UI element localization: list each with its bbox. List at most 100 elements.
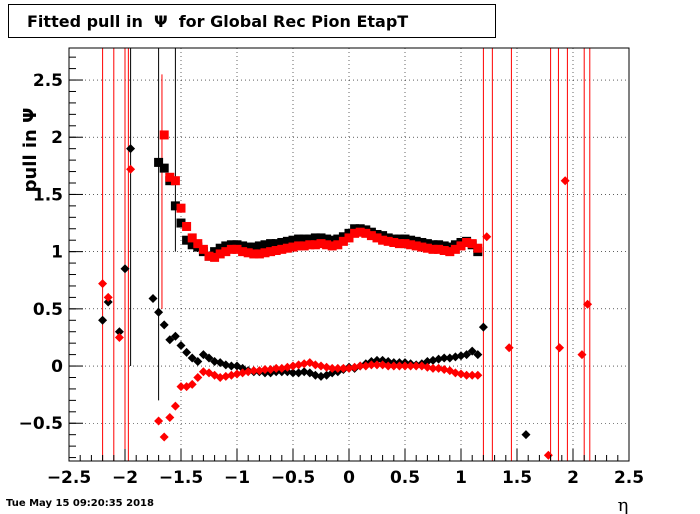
data-point-square xyxy=(288,235,298,245)
data-point-diamond xyxy=(560,176,570,186)
data-point-square xyxy=(327,235,337,245)
data-point-square xyxy=(445,242,455,252)
data-point-square xyxy=(406,240,416,250)
data-point-square xyxy=(238,247,248,257)
data-point-square xyxy=(406,235,416,245)
data-point-diamond xyxy=(159,432,169,442)
data-point-diamond xyxy=(198,350,208,360)
x-tick-label: −1 xyxy=(224,468,250,488)
y-tick-label: 0 xyxy=(51,357,63,377)
data-point-square xyxy=(254,241,264,251)
data-point-square xyxy=(428,244,438,254)
y-tick-label: 2 xyxy=(51,128,63,148)
data-point-square xyxy=(221,247,231,257)
grid-layer xyxy=(68,48,630,461)
data-point-square xyxy=(344,228,354,238)
data-point-square xyxy=(445,247,455,257)
data-point-square xyxy=(226,240,236,250)
data-point-square xyxy=(204,251,214,261)
data-point-square xyxy=(159,163,169,173)
data-point-square xyxy=(383,236,393,246)
data-point-diamond xyxy=(394,361,404,371)
data-point-diamond xyxy=(543,450,553,460)
timestamp: Tue May 15 09:20:35 2018 xyxy=(6,498,154,509)
data-point-square xyxy=(411,241,421,251)
data-point-square xyxy=(350,224,360,234)
data-point-diamond xyxy=(182,347,192,357)
data-point-square xyxy=(210,252,220,262)
data-point-diamond xyxy=(555,343,565,353)
data-point-square xyxy=(277,244,287,254)
data-point-diamond xyxy=(126,144,136,154)
data-point-diamond xyxy=(98,279,108,289)
data-point-square xyxy=(439,241,449,251)
data-point-square xyxy=(288,242,298,252)
data-point-square xyxy=(389,237,399,247)
data-point-square xyxy=(355,227,365,237)
data-point-diamond xyxy=(333,363,343,373)
data-point-square xyxy=(422,239,432,249)
title-box: Fitted pull in Ψ for Global Rec Pion Eta… xyxy=(8,4,496,38)
data-point-square xyxy=(254,249,264,259)
data-point-square xyxy=(226,244,236,254)
data-point-diamond xyxy=(577,350,587,360)
data-point-square xyxy=(193,239,203,249)
data-point-square xyxy=(232,240,242,250)
y-tick-label: 1 xyxy=(51,243,63,263)
data-point-diamond xyxy=(482,232,492,242)
x-tick-label: 0 xyxy=(343,468,355,488)
data-point-diamond xyxy=(583,299,593,309)
data-point-diamond xyxy=(366,360,376,370)
data-point-square xyxy=(305,234,315,244)
data-point-square xyxy=(271,245,281,255)
data-point-diamond xyxy=(204,353,214,363)
data-point-square xyxy=(215,249,225,259)
y-axis-title: pull in Ψ xyxy=(20,108,41,193)
data-point-square xyxy=(400,234,410,244)
data-point-square xyxy=(394,234,404,244)
data-point-diamond xyxy=(473,350,483,360)
data-point-diamond xyxy=(170,331,180,341)
x-tick-label: 2.5 xyxy=(614,468,644,488)
data-point-square xyxy=(187,240,197,250)
data-point-square xyxy=(299,241,309,251)
y-tick-label: 1.5 xyxy=(33,185,63,205)
data-point-diamond xyxy=(428,363,438,373)
data-point-square xyxy=(316,233,326,243)
data-point-square xyxy=(327,241,337,251)
data-point-square xyxy=(238,241,248,251)
data-point-diamond xyxy=(114,332,124,342)
data-point-diamond xyxy=(406,361,416,371)
data-point-square xyxy=(372,233,382,243)
data-point-square xyxy=(260,248,270,258)
data-point-diamond xyxy=(165,335,175,345)
data-point-square xyxy=(176,203,186,213)
data-point-diamond xyxy=(114,327,124,337)
data-point-square xyxy=(282,236,292,246)
data-point-diamond xyxy=(521,430,531,440)
data-point-diamond xyxy=(338,363,348,373)
data-point-diamond xyxy=(103,292,113,302)
data-point-square xyxy=(361,228,371,238)
data-point-diamond xyxy=(187,353,197,363)
data-point-square xyxy=(333,240,343,250)
data-point-diamond xyxy=(187,379,197,389)
y-tick-label: 0.5 xyxy=(33,300,63,320)
data-point-square xyxy=(473,243,483,253)
data-point-square xyxy=(411,236,421,246)
x-tick-label: 1 xyxy=(455,468,467,488)
data-point-square xyxy=(187,233,197,243)
data-point-square xyxy=(467,239,477,249)
data-point-diamond xyxy=(176,340,186,350)
data-point-square xyxy=(456,241,466,251)
data-point-square xyxy=(417,242,427,252)
data-point-square xyxy=(232,244,242,254)
y-tick-label: −0.5 xyxy=(19,414,63,434)
data-point-square xyxy=(182,221,192,231)
data-point-square xyxy=(322,234,332,244)
x-tick-label: 0.5 xyxy=(390,468,420,488)
data-point-diamond xyxy=(103,297,113,307)
data-point-square xyxy=(165,172,175,182)
data-point-diamond xyxy=(462,350,472,360)
data-point-square xyxy=(282,243,292,253)
